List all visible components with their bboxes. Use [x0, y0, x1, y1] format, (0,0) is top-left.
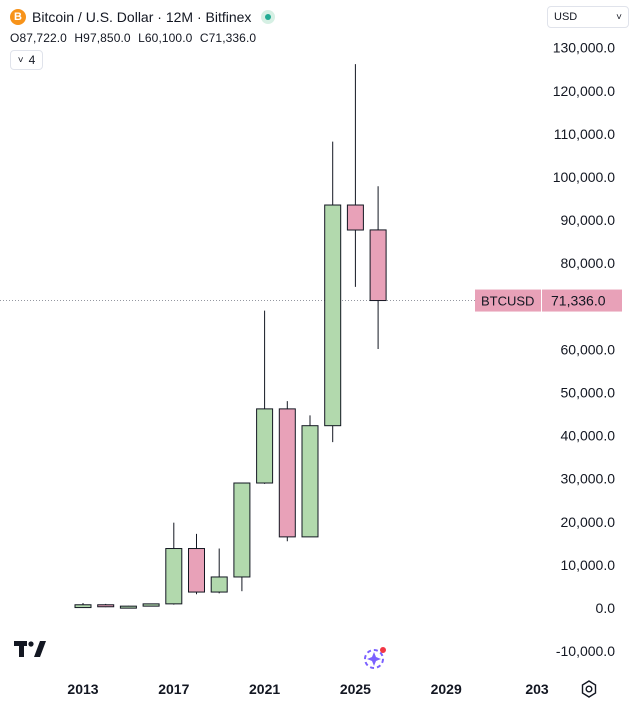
low-value: 60,100.0	[144, 31, 193, 45]
y-tick-label: 90,000.0	[561, 212, 616, 228]
candle-body	[324, 204, 342, 427]
candle-2026[interactable]	[369, 186, 387, 349]
y-tick-label: 100,000.0	[553, 169, 615, 185]
candle-body	[97, 604, 115, 608]
candle-2015[interactable]	[119, 605, 137, 609]
y-tick-label: 50,000.0	[561, 385, 616, 401]
candle-2019[interactable]	[210, 548, 228, 594]
currency-label: USD	[554, 11, 578, 23]
y-tick-label: 60,000.0	[561, 341, 616, 357]
candle-body	[301, 425, 319, 538]
candle-2022[interactable]	[278, 401, 296, 542]
candle-body	[188, 548, 205, 593]
high-key: H	[74, 31, 84, 45]
candle-2024[interactable]	[324, 141, 342, 443]
candle-body	[165, 548, 183, 605]
open-key: O	[10, 31, 20, 45]
chevron-down-icon: ˅	[17, 54, 24, 66]
indicators-toggle-button[interactable]: ˅ 4	[10, 50, 43, 70]
x-tick-label: 2013	[67, 681, 98, 697]
y-tick-label: 30,000.0	[561, 471, 616, 487]
y-tick-label: 110,000.0	[554, 126, 615, 142]
candle-2013[interactable]	[74, 603, 92, 609]
ohlc-values: O87,722.0 H97,850.0 L60,100.0 C71,336.0	[10, 31, 260, 45]
bitcoin-icon: B	[10, 9, 26, 25]
candle-body	[74, 604, 92, 609]
y-tick-label: 120,000.0	[553, 83, 615, 99]
high-value: 97,850.0	[83, 31, 131, 45]
candle-2020[interactable]	[233, 482, 251, 592]
candle-body	[278, 408, 296, 538]
candle-body	[256, 408, 274, 484]
price-value-text: 71,336.0	[551, 293, 606, 309]
ai-assistant-icon[interactable]	[362, 646, 388, 675]
candle-2025[interactable]	[346, 64, 364, 287]
price-axis[interactable]: 130,000.0 120,000.0 110,000.0 100,000.0 90,0…	[553, 40, 616, 659]
y-tick-label: 80,000.0	[561, 255, 616, 271]
time-axis[interactable]: 2013 2017 2021 2025 2029 203	[67, 681, 548, 697]
settings-gear-icon[interactable]	[580, 680, 598, 703]
price-value-badge	[542, 289, 622, 312]
y-tick-label: 10,000.0	[561, 557, 616, 573]
candle-body	[346, 204, 364, 231]
candle-body	[142, 603, 160, 607]
symbol-title[interactable]: Bitcoin / U.S. Dollar · 12M · Bitfinex	[32, 9, 252, 25]
price-symbol-badge	[475, 289, 541, 312]
chevron-down-icon: ˅	[616, 11, 622, 23]
candle-body	[210, 576, 228, 593]
candle-2016[interactable]	[142, 603, 160, 607]
y-tick-label: 130,000.0	[553, 40, 615, 56]
candle-2017[interactable]	[165, 522, 183, 605]
x-tick-label: 2029	[431, 681, 462, 697]
market-status-icon[interactable]	[261, 10, 276, 24]
x-tick-label: 2021	[249, 681, 280, 697]
candles-layer	[74, 64, 387, 609]
y-tick-label: 40,000.0	[561, 428, 616, 444]
x-tick-label: 2017	[158, 681, 189, 697]
close-key: C	[199, 31, 209, 45]
last-price-label: BTCUSD 71,336.0	[475, 289, 622, 312]
currency-select[interactable]: USD ˅	[547, 6, 629, 28]
candle-2018[interactable]	[188, 533, 205, 595]
candle-2023[interactable]	[301, 415, 319, 538]
x-tick-label: 203	[525, 681, 549, 697]
y-tick-label: -10,000.0	[556, 643, 615, 659]
y-tick-label: 20,000.0	[561, 514, 616, 530]
indicator-count: 4	[28, 53, 36, 67]
y-tick-label: 0.0	[596, 600, 616, 616]
open-value: 87,722.0	[19, 31, 67, 45]
candle-body	[119, 605, 137, 609]
chart-legend-header: B Bitcoin / U.S. Dollar · 12M · Bitfinex	[10, 7, 276, 27]
price-symbol-text: BTCUSD	[481, 294, 534, 309]
low-key: L	[138, 31, 145, 45]
x-tick-label: 2025	[340, 681, 371, 697]
tradingview-logo-icon[interactable]	[14, 640, 46, 663]
candle-body	[233, 482, 251, 578]
close-value: 71,336.0	[208, 31, 257, 45]
candle-body	[369, 229, 387, 302]
candle-2014[interactable]	[97, 603, 115, 608]
candle-2021[interactable]	[256, 310, 274, 484]
